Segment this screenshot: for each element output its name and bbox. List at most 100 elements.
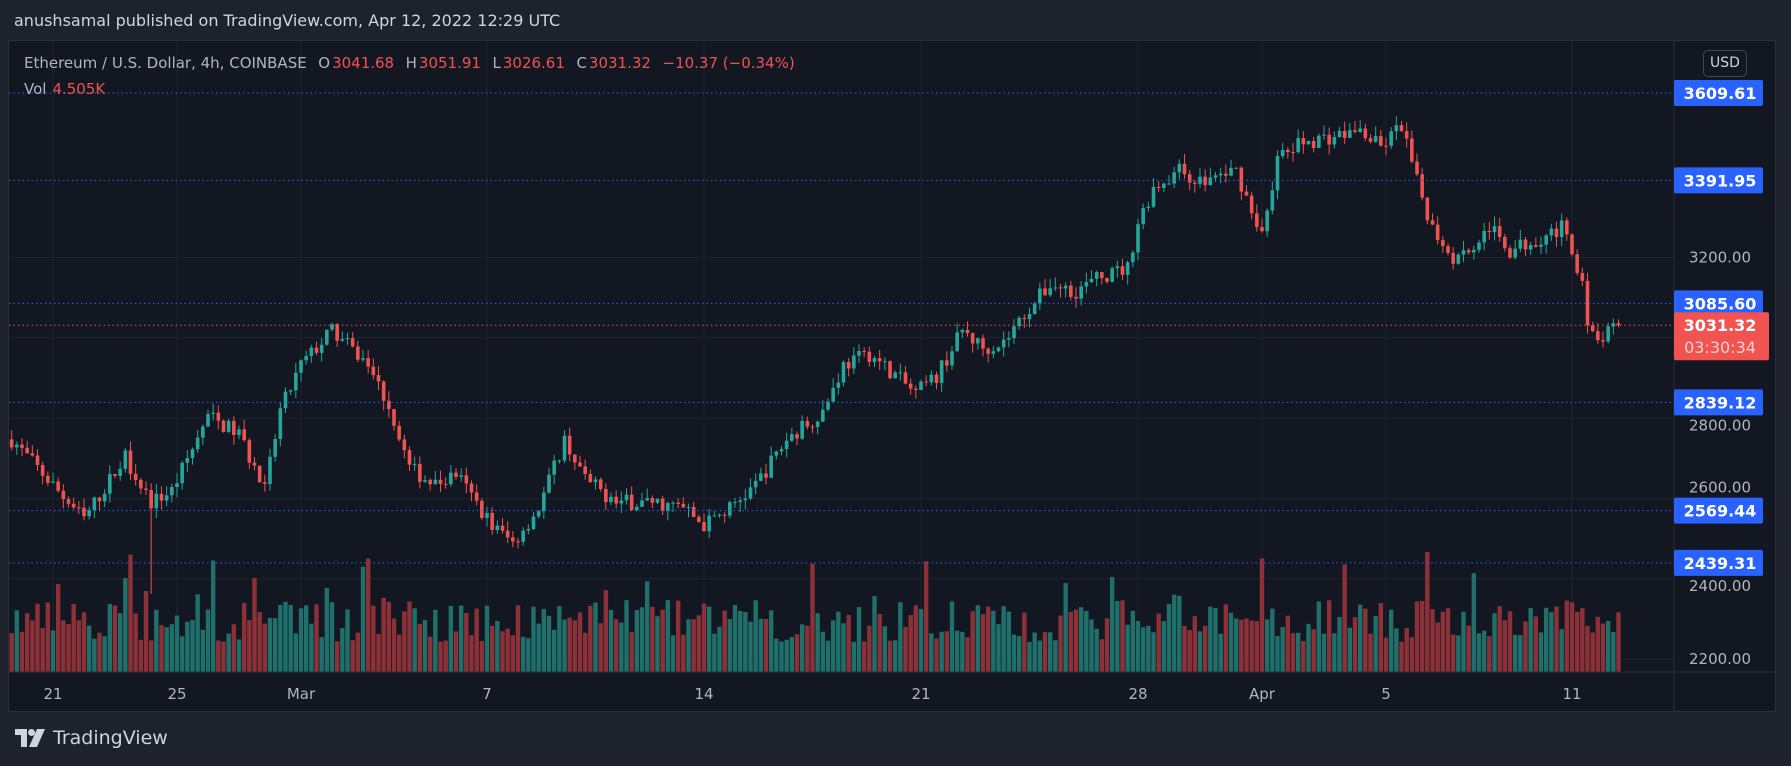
candle-body	[1280, 149, 1285, 157]
candle-body	[1544, 235, 1548, 245]
volume-bar	[489, 625, 495, 672]
volume-bar	[500, 631, 505, 672]
candle-body	[1611, 323, 1616, 327]
level-price-tag	[1674, 497, 1763, 524]
candle-body	[1110, 268, 1114, 282]
volume-bar	[1259, 558, 1265, 672]
volume-bar	[1228, 612, 1234, 672]
candle-body	[883, 361, 887, 363]
candle-body	[407, 450, 412, 465]
volume-bar	[1301, 640, 1306, 672]
volume-bar	[448, 605, 454, 672]
volume-bar	[303, 605, 309, 672]
candle-body	[1048, 288, 1052, 296]
candle-body	[1394, 125, 1399, 132]
candle-body	[366, 358, 370, 367]
volume-bar	[613, 619, 619, 672]
candle-body	[46, 475, 50, 483]
volume-bar	[1580, 608, 1585, 672]
candle-body	[604, 489, 608, 503]
volume-bar	[836, 611, 841, 672]
volume-bar	[314, 604, 319, 672]
volume-bar	[185, 621, 190, 672]
candle-body	[113, 473, 117, 476]
candle-body	[1131, 252, 1135, 263]
chart-pane[interactable]	[8, 40, 1776, 712]
volume-bar	[934, 638, 939, 672]
candle-body	[108, 473, 112, 494]
candle-body	[893, 372, 897, 379]
volume-bar	[939, 631, 944, 672]
last-price-tag	[1674, 312, 1769, 361]
currency-button[interactable]: USD	[1703, 50, 1747, 77]
volume-bar	[350, 640, 355, 672]
volume-bar	[923, 561, 929, 672]
volume-bar	[1363, 608, 1368, 672]
volume-bar	[262, 623, 268, 672]
volume-bar	[479, 641, 485, 672]
candle-body	[748, 487, 753, 499]
candle-body	[1203, 176, 1207, 185]
candle-body	[867, 351, 872, 362]
volume-bar	[164, 627, 169, 672]
volume-bar	[1404, 628, 1409, 672]
candle-body	[774, 451, 779, 456]
volume-bar	[1016, 636, 1022, 672]
candle-body	[1539, 244, 1543, 247]
candle-body	[1554, 228, 1559, 238]
volume-bar	[97, 632, 102, 672]
volume-bar	[965, 637, 970, 672]
candle-body	[1425, 197, 1430, 221]
volume-bar	[340, 628, 345, 672]
candle-body	[800, 420, 804, 439]
volume-bar	[805, 625, 810, 672]
candle-body	[283, 391, 288, 409]
volume-bar	[1425, 552, 1430, 672]
volume-bar	[892, 640, 898, 672]
volume-bar	[1094, 628, 1099, 672]
candle-body	[20, 444, 24, 448]
candle-body	[412, 463, 417, 465]
candle-body	[779, 449, 784, 452]
time-tick-label: 7	[482, 685, 492, 703]
candle-body	[981, 338, 985, 349]
volume-bar	[686, 619, 691, 672]
volume-bar	[1461, 611, 1466, 672]
volume-bar	[1202, 625, 1208, 672]
volume-bar	[830, 620, 836, 672]
volume-bar	[1533, 616, 1539, 672]
volume-bar	[123, 578, 128, 672]
volume-bar	[1151, 632, 1156, 672]
candle-body	[841, 362, 846, 383]
price-tick-label: 3200.00	[1689, 249, 1751, 267]
candle-body	[846, 362, 851, 369]
volume-bar	[603, 590, 609, 672]
footer-brand[interactable]: TradingView	[15, 727, 168, 749]
volume-bar	[1270, 608, 1275, 672]
volume-bar	[407, 601, 412, 672]
candle-body	[965, 329, 970, 334]
volume-bar	[650, 606, 655, 672]
volume-bar	[608, 609, 614, 672]
candle-body	[1585, 280, 1590, 326]
volume-bar	[1078, 607, 1084, 672]
volume-bar	[427, 636, 433, 672]
candle-body	[671, 502, 675, 504]
volume-bar	[422, 620, 428, 672]
volume-bar	[412, 608, 417, 672]
volume-bar	[293, 633, 299, 672]
volume-bar	[1084, 610, 1089, 672]
volume-bar	[438, 641, 443, 672]
candle-body	[945, 360, 949, 366]
volume-bar	[1171, 594, 1177, 672]
time-tick-label: 28	[1128, 685, 1147, 703]
candle-body	[170, 486, 174, 496]
candle-body	[418, 463, 422, 482]
candle-body	[1528, 245, 1533, 250]
candle-body	[728, 502, 732, 516]
candle-body	[1575, 254, 1579, 273]
candle-body	[1007, 338, 1011, 340]
candle-body	[1451, 252, 1455, 264]
candle-body	[764, 473, 768, 478]
